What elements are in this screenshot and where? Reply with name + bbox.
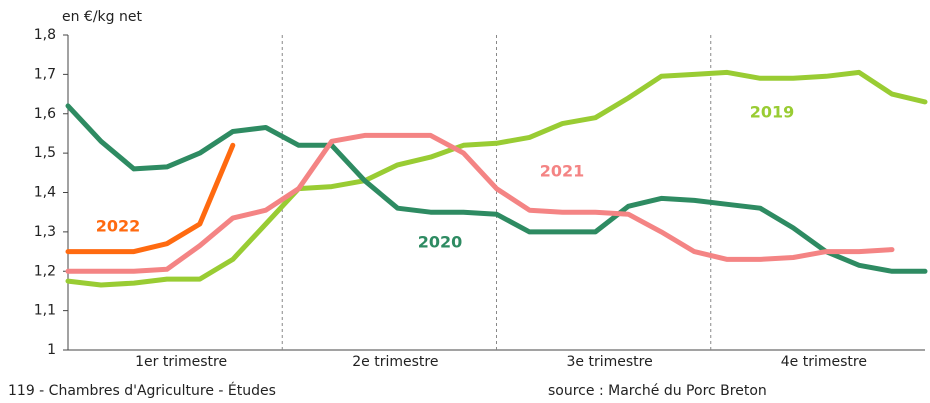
y-tick-label: 1,4 bbox=[34, 185, 56, 201]
series-line bbox=[65, 69, 928, 288]
quarter-label: 3e trimestre bbox=[567, 354, 653, 370]
quarter-label: 1er trimestre bbox=[135, 354, 227, 370]
footer-left: 119 - Chambres d'Agriculture - Études bbox=[8, 382, 276, 399]
series-label: 2020 bbox=[418, 233, 463, 252]
series-label: 2021 bbox=[540, 162, 585, 181]
y-tick-label: 1,5 bbox=[34, 145, 56, 161]
series-line bbox=[65, 142, 236, 255]
series-line bbox=[65, 132, 895, 274]
series-label: 2022 bbox=[96, 217, 141, 236]
y-tick-label: 1,3 bbox=[34, 224, 56, 240]
y-tick-label: 1 bbox=[47, 342, 56, 358]
series-label: 2019 bbox=[750, 103, 795, 122]
y-tick-label: 1,2 bbox=[34, 263, 56, 279]
y-tick-label: 1,8 bbox=[34, 27, 56, 43]
quarter-label: 4e trimestre bbox=[781, 354, 867, 370]
footer-right: source : Marché du Porc Breton bbox=[548, 383, 767, 399]
y-tick-label: 1,7 bbox=[34, 66, 56, 82]
y-tick-label: 1,1 bbox=[34, 303, 56, 319]
y-unit-label: en €/kg net bbox=[62, 9, 142, 25]
y-tick-label: 1,6 bbox=[34, 106, 56, 122]
quarter-label: 2e trimestre bbox=[352, 354, 438, 370]
series-line bbox=[65, 103, 928, 274]
